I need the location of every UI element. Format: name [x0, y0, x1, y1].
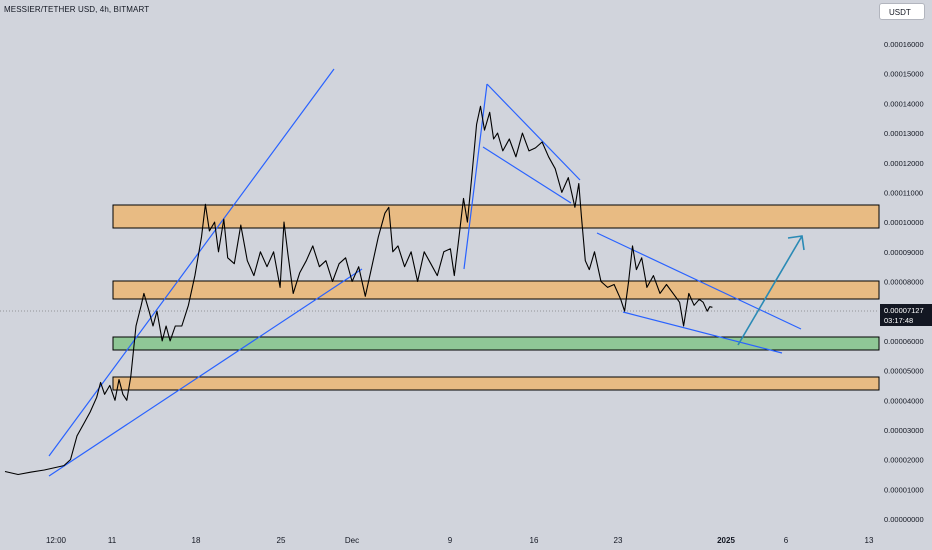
trendlines[interactable]	[48, 68, 802, 477]
y-tick-label: 0.00003000	[884, 426, 924, 435]
flag-line-channel-bottom[interactable]	[482, 146, 572, 204]
last-price-label: 0.00007127 03:17:48	[880, 304, 932, 326]
x-tick-label: 16	[530, 536, 539, 545]
currency-selector[interactable]: USDT	[879, 3, 925, 20]
wedge-line-bottom[interactable]	[622, 311, 783, 354]
y-tick-label: 0.00012000	[884, 159, 924, 168]
x-tick-label: 12:00	[46, 536, 67, 545]
wedge-line-top[interactable]	[596, 232, 802, 330]
y-tick-label: 0.00013000	[884, 129, 924, 138]
flag-line-channel-top[interactable]	[486, 83, 581, 181]
resistance-zone-upper[interactable]	[112, 204, 880, 229]
last-price-countdown: 03:17:48	[884, 316, 913, 325]
y-tick-label: 0.00010000	[884, 218, 924, 227]
y-tick-label: 0.00016000	[884, 40, 924, 49]
x-tick-label: 6	[784, 536, 789, 545]
y-tick-label: 0.00006000	[884, 337, 924, 346]
flag-line-upper[interactable]	[463, 83, 488, 270]
x-tick-label: 11	[108, 536, 117, 545]
y-tick-label: 0.00015000	[884, 70, 924, 79]
x-tick-label: 2025	[717, 536, 735, 545]
x-tick-label: 9	[448, 536, 453, 545]
x-tick-label: 13	[865, 536, 874, 545]
resistance-zone-middle[interactable]	[112, 280, 880, 300]
y-tick-label: 0.00005000	[884, 367, 924, 376]
projection-arrow[interactable]	[737, 235, 805, 346]
y-tick-label: 0.00001000	[884, 485, 924, 494]
support-zone[interactable]	[112, 336, 880, 351]
time-axis[interactable]: 12:00 11 18 25 Dec 9 16 23 2025 6 13	[46, 536, 874, 545]
chart-title: MESSIER/TETHER USD, 4h, BITMART	[4, 5, 150, 14]
x-tick-label: 23	[614, 536, 623, 545]
y-tick-label: 0.00004000	[884, 396, 924, 405]
y-tick-label: 0.00008000	[884, 278, 924, 287]
last-price-value: 0.00007127	[884, 306, 924, 315]
uptrend-line-upper[interactable]	[48, 68, 335, 457]
resistance-zone-lower[interactable]	[112, 376, 880, 391]
y-tick-label: 0.00000000	[884, 515, 924, 524]
y-tick-label: 0.00014000	[884, 99, 924, 108]
x-tick-label: Dec	[345, 536, 359, 545]
y-tick-label: 0.00002000	[884, 456, 924, 465]
y-tick-label: 0.00011000	[884, 188, 923, 197]
price-axis[interactable]: 0.00016000 0.00015000 0.00014000 0.00013000…	[884, 40, 924, 524]
x-tick-label: 25	[277, 536, 286, 545]
y-tick-label: 0.00009000	[884, 248, 924, 257]
x-tick-label: 18	[192, 536, 201, 545]
price-series-line[interactable]	[4, 105, 713, 476]
uptrend-line-lower[interactable]	[48, 268, 363, 477]
